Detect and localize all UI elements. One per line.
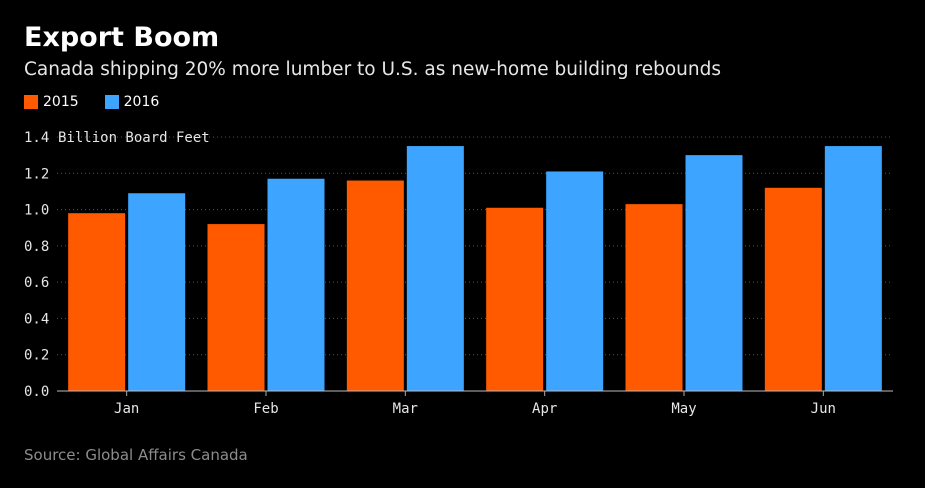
legend-item-2015: 2015 bbox=[24, 94, 79, 110]
bar-2016-jan bbox=[128, 193, 186, 391]
y-tick-label-1.2: 1.2 bbox=[24, 166, 49, 182]
y-tick-label-0.6: 0.6 bbox=[24, 275, 49, 291]
bar-2015-jun bbox=[764, 187, 822, 391]
bar-2016-jun bbox=[824, 146, 882, 391]
x-tick-label-mar: Mar bbox=[393, 401, 418, 417]
bar-2015-jan bbox=[68, 213, 126, 391]
legend-label-2015: 2015 bbox=[43, 94, 79, 110]
chart-title: Export Boom bbox=[24, 22, 220, 53]
bar-2016-feb bbox=[267, 178, 325, 391]
y-tick-label-0.2: 0.2 bbox=[24, 348, 49, 364]
x-tick-label-feb: Feb bbox=[253, 401, 278, 417]
legend: 2015 2016 bbox=[24, 94, 185, 110]
legend-swatch-2015 bbox=[24, 95, 38, 109]
bar-2015-may bbox=[625, 204, 683, 391]
bar-2015-mar bbox=[346, 180, 404, 391]
chart-subtitle: Canada shipping 20% more lumber to U.S. … bbox=[24, 59, 721, 80]
y-tick-label-1.0: 1.0 bbox=[24, 203, 49, 219]
x-tick-label-jun: Jun bbox=[811, 401, 836, 417]
bar-2015-feb bbox=[207, 224, 265, 391]
bar-2016-mar bbox=[406, 146, 464, 391]
bar-2015-apr bbox=[486, 207, 544, 391]
bar-2016-may bbox=[685, 155, 743, 391]
legend-item-2016: 2016 bbox=[104, 94, 160, 110]
y-axis-label: Billion Board Feet bbox=[58, 130, 210, 146]
legend-label-2016: 2016 bbox=[123, 94, 160, 110]
y-tick-label-0.4: 0.4 bbox=[24, 311, 49, 327]
x-tick-label-may: May bbox=[671, 401, 696, 417]
bar-2016-apr bbox=[546, 171, 604, 391]
y-tick-label-0.0: 0.0 bbox=[24, 384, 49, 400]
y-tick-label-0.8: 0.8 bbox=[24, 239, 49, 255]
x-tick-label-jan: Jan bbox=[114, 401, 139, 417]
legend-swatch-2016 bbox=[104, 95, 119, 109]
y-tick-label-1.4: 1.4 bbox=[24, 130, 49, 146]
x-tick-label-apr: Apr bbox=[532, 401, 557, 417]
source-note: Source: Global Affairs Canada bbox=[24, 446, 248, 464]
